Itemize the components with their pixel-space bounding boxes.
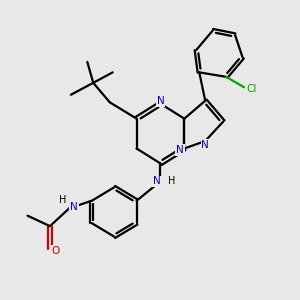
Text: H: H — [59, 195, 67, 205]
Text: N: N — [176, 145, 184, 155]
Text: N: N — [70, 202, 78, 212]
Text: N: N — [153, 176, 161, 186]
Text: N: N — [157, 96, 164, 106]
Text: H: H — [168, 176, 176, 186]
Text: Cl: Cl — [246, 84, 257, 94]
Text: N: N — [201, 140, 209, 150]
Text: O: O — [52, 246, 60, 256]
